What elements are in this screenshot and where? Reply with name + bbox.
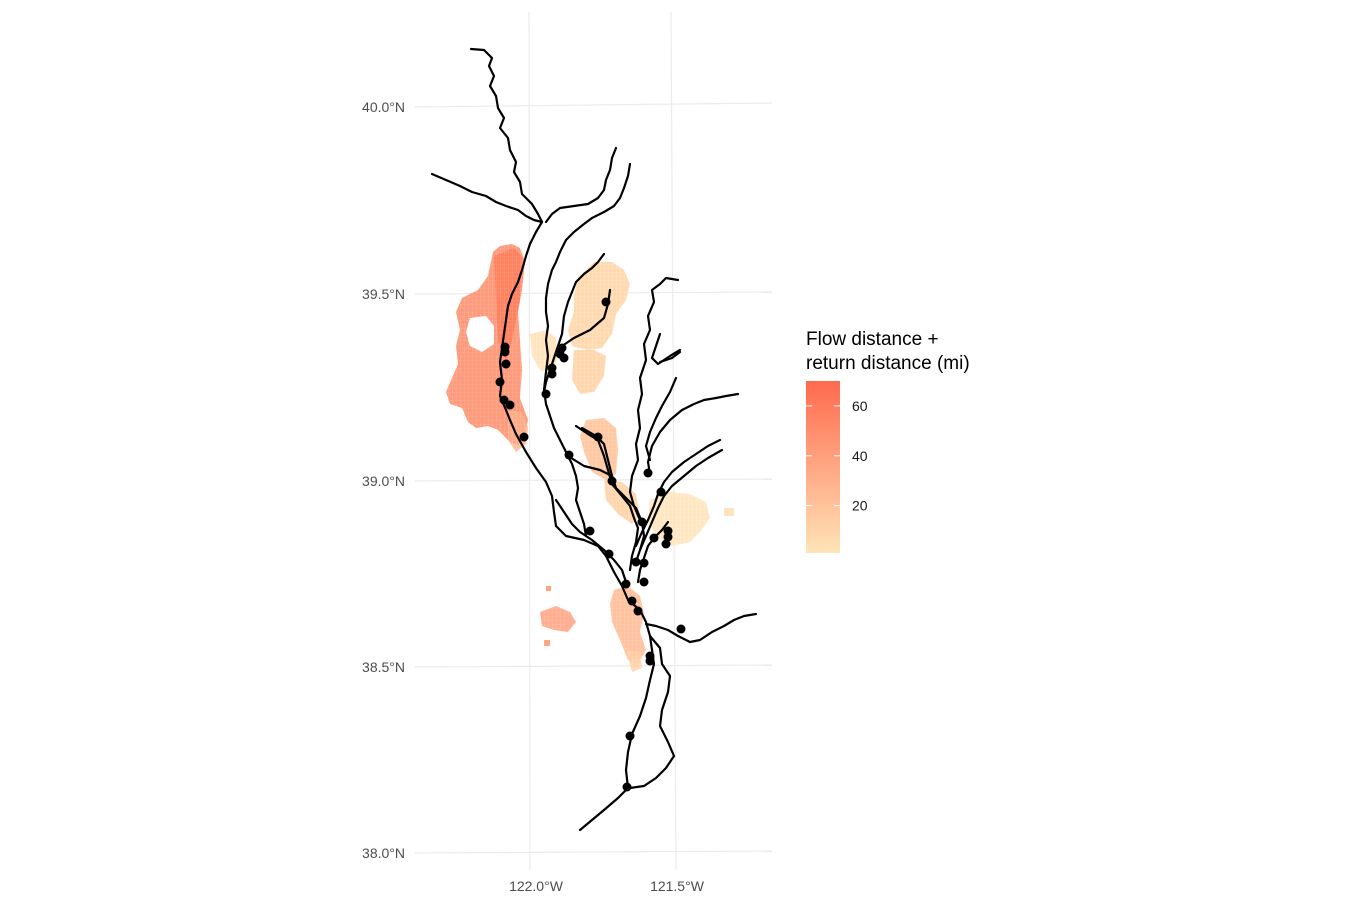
diversion-point — [547, 369, 557, 379]
river-west-tributary — [430, 172, 544, 224]
diversion-point — [645, 656, 655, 666]
diversion-point — [656, 487, 666, 497]
river-east-branch-3 — [644, 376, 678, 462]
y-tick-label: 38.0°N — [362, 845, 405, 861]
river-east-branch-6 — [638, 448, 724, 552]
diversion-point — [663, 532, 673, 542]
diversion-point — [639, 558, 649, 568]
diversion-point — [500, 347, 510, 357]
y-tick-label: 40.0°N — [362, 99, 405, 115]
diversion-point — [593, 432, 603, 442]
river-east-minor — [636, 520, 670, 584]
cell-texture — [440, 240, 740, 680]
river-northeast-tributary — [544, 146, 618, 224]
river-south-loop — [628, 634, 676, 790]
legend-title-line1: Flow distance + — [806, 329, 939, 350]
y-tick-label: 39.0°N — [362, 473, 405, 489]
diversion-point — [637, 517, 647, 527]
diversion-point — [519, 432, 529, 442]
diversion-point — [505, 400, 515, 410]
y-tick-label: 38.5°N — [362, 659, 405, 675]
diversion-point — [495, 377, 505, 387]
river-east-yuba — [628, 276, 680, 522]
x-axis-labels: 122.0°W 121.5°W — [509, 878, 705, 894]
river-northeast-tributary-2 — [542, 162, 632, 538]
diversion-point — [585, 526, 595, 536]
legend-title-line2: return distance (mi) — [806, 353, 970, 374]
river-east-branch-2 — [658, 350, 682, 364]
legend-tick-label: 60 — [852, 398, 868, 414]
y-tick-label: 39.5°N — [362, 286, 405, 302]
river-west-minor — [554, 498, 628, 584]
service-areas — [440, 240, 740, 680]
diversion-point — [621, 579, 631, 589]
diversion-point — [627, 596, 637, 606]
diversion-point — [676, 624, 686, 634]
grid-line-lat-38-0 — [414, 850, 773, 854]
river-american — [644, 612, 758, 644]
diversion-point — [541, 389, 551, 399]
x-tick-label: 122.0°W — [509, 878, 564, 894]
legend-ticks: 60 40 20 — [806, 398, 868, 514]
diversion-point — [601, 297, 611, 307]
grid-line-lat-40-0 — [414, 102, 773, 108]
diversion-point — [649, 533, 659, 543]
diversion-point — [625, 731, 635, 741]
diversion-point — [622, 782, 632, 792]
x-tick-label: 121.5°W — [650, 878, 705, 894]
diversion-point — [639, 577, 649, 587]
diversion-point — [499, 395, 509, 405]
legend-colorbar — [806, 381, 840, 553]
diversion-points — [495, 297, 686, 792]
diversion-point — [661, 539, 671, 549]
diversion-point — [643, 468, 653, 478]
river-middle-channel-2 — [580, 426, 646, 564]
diversion-point — [564, 450, 574, 460]
legend: Flow distance + return distance (mi) 60 4… — [806, 329, 970, 553]
river-middle-canal — [566, 454, 614, 478]
legend-tick-label: 40 — [852, 448, 868, 464]
diversion-point — [631, 557, 641, 567]
diversion-point — [607, 476, 617, 486]
diversion-point — [633, 606, 643, 616]
diversion-point — [559, 353, 569, 363]
legend-tick-label: 20 — [852, 498, 868, 514]
river-east-branch-1 — [650, 332, 682, 366]
diversion-point — [604, 549, 614, 559]
diversion-point — [501, 359, 511, 369]
y-axis-labels: 40.0°N 39.5°N 39.0°N 38.5°N 38.0°N — [362, 99, 405, 861]
river-east-branch-4 — [646, 392, 740, 476]
